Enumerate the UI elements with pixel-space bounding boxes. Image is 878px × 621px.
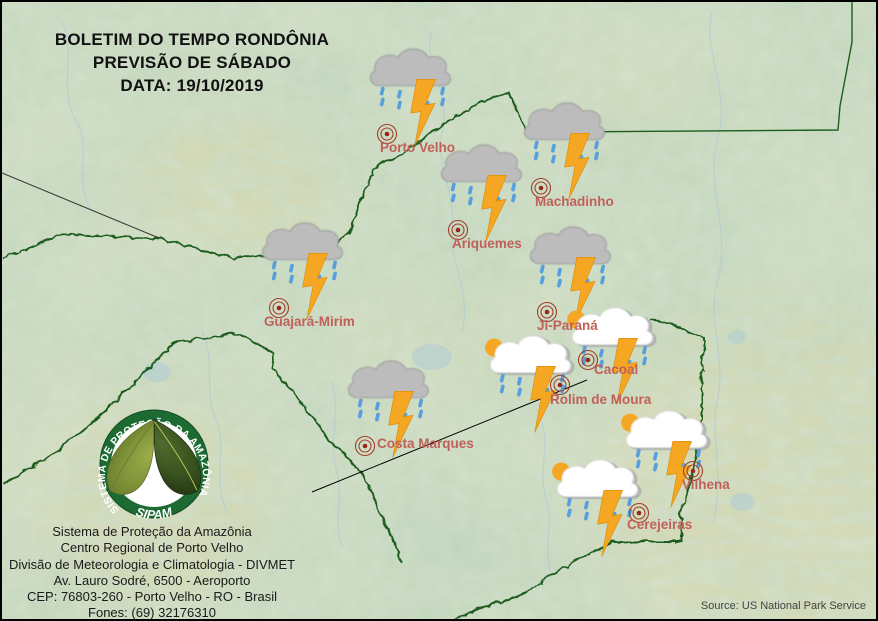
- svg-text:Ji-Paraná: Ji-Paraná: [537, 318, 598, 333]
- svg-text:Vilhena: Vilhena: [682, 477, 730, 492]
- svg-text:Cacoal: Cacoal: [594, 362, 638, 377]
- svg-text:Guajará-Mirim: Guajará-Mirim: [264, 314, 355, 329]
- svg-text:Ariquemes: Ariquemes: [452, 236, 522, 251]
- svg-text:Rolim de Moura: Rolim de Moura: [550, 392, 652, 407]
- svg-text:Machadinho: Machadinho: [535, 194, 614, 209]
- svg-text:Costa Marques: Costa Marques: [377, 436, 474, 451]
- svg-text:Porto Velho: Porto Velho: [380, 140, 455, 155]
- svg-text:Cerejeiras: Cerejeiras: [627, 517, 692, 532]
